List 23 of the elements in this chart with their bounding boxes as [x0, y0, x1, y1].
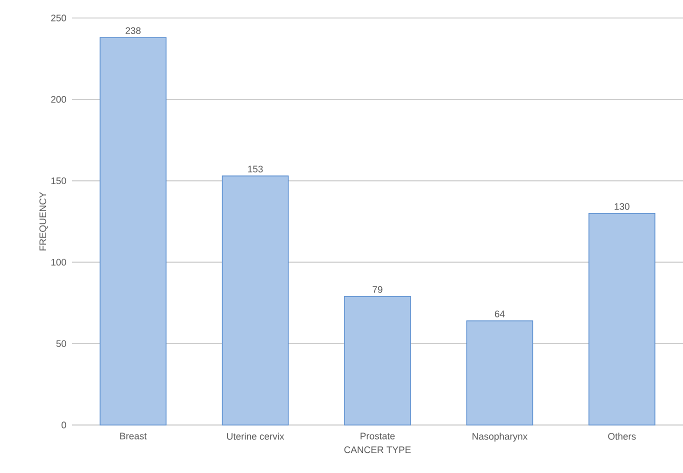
- x-tick-label: Others: [608, 432, 636, 440]
- x-tick-label: Uterine cervix: [227, 432, 284, 440]
- data-label: 64: [494, 310, 505, 318]
- x-tick-label: Breast: [120, 432, 147, 440]
- data-label: 153: [248, 166, 263, 172]
- y-tick-label: 100: [51, 258, 66, 266]
- x-axis-title: CANCER TYPE: [344, 446, 411, 454]
- bar: [344, 296, 411, 426]
- data-label: 130: [614, 203, 630, 210]
- y-tick-label: 250: [51, 14, 66, 22]
- y-tick-label: 150: [51, 177, 66, 184]
- bar: [466, 320, 534, 426]
- y-tick-label: 50: [56, 340, 66, 347]
- y-tick-label: 200: [51, 96, 66, 103]
- y-axis-title: FREQUENCY: [39, 192, 48, 250]
- x-tick-label: Nasopharynx: [472, 432, 528, 442]
- data-label: 79: [372, 286, 382, 293]
- bar: [100, 37, 166, 426]
- x-tick-label: Prostate: [360, 432, 395, 440]
- data-label: 238: [126, 27, 141, 34]
- bar: [588, 212, 656, 426]
- bar: [222, 176, 289, 426]
- y-tick-label: 0: [62, 422, 66, 428]
